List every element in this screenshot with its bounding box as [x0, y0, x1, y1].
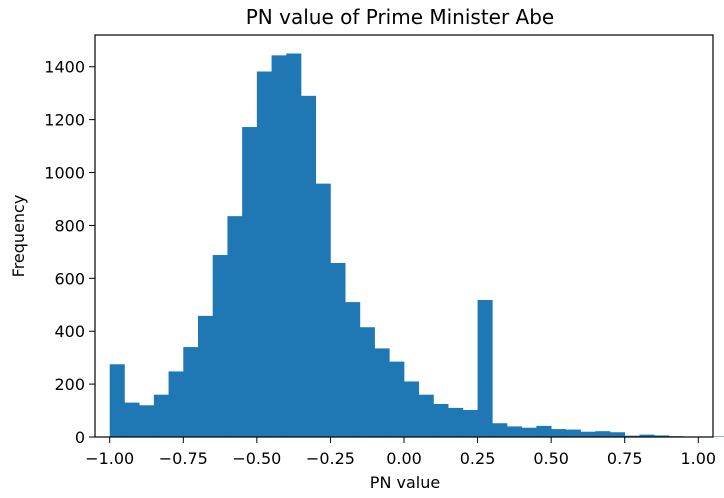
histogram-bar: [477, 300, 493, 437]
histogram-bar: [198, 315, 214, 437]
histogram-bar: [124, 402, 140, 437]
x-axis-label: PN value: [370, 473, 440, 492]
x-tick-label: 0.25: [460, 449, 496, 468]
histogram-bar: [242, 127, 258, 437]
histogram-bar: [139, 405, 155, 437]
histogram-bar: [227, 216, 243, 437]
x-tick-label: −0.25: [306, 449, 355, 468]
plot-frame: [94, 34, 714, 438]
histogram-bar: [624, 435, 640, 437]
y-ticks-layer: 0 200 400 600 800 1000 1200 1400: [44, 58, 95, 447]
histogram-bar: [153, 394, 169, 437]
histogram-bar: [301, 95, 317, 437]
histogram-bar: [345, 302, 361, 437]
histogram-bar: [168, 371, 184, 437]
y-tick-label: 600: [54, 269, 85, 288]
histogram-bar: [315, 183, 331, 437]
histogram-bar: [565, 429, 581, 437]
histogram-bar: [389, 361, 405, 438]
histogram-bar: [404, 381, 420, 437]
x-tick-label: −0.75: [159, 449, 208, 468]
histogram-bar: [433, 403, 449, 437]
bars-layer: [109, 53, 724, 438]
y-axis-label: Frequency: [9, 195, 28, 278]
histogram-bar: [536, 425, 552, 437]
histogram-bar: [359, 327, 375, 437]
histogram-bar: [713, 436, 724, 437]
histogram-bar: [286, 53, 302, 437]
y-tick-label: 1000: [44, 164, 85, 183]
x-tick-label: −1.00: [85, 449, 134, 468]
y-tick-label: 0: [75, 428, 85, 447]
histogram-bar: [330, 262, 346, 437]
histogram-bar: [507, 426, 523, 437]
histogram-bar: [580, 431, 596, 437]
y-tick-label: 800: [54, 216, 85, 235]
y-tick-label: 1200: [44, 111, 85, 130]
histogram-bar: [271, 55, 287, 438]
y-tick-label: 1400: [44, 58, 85, 77]
histogram-bar: [462, 410, 478, 437]
x-tick-label: 0.75: [607, 449, 643, 468]
y-tick-label: 400: [54, 322, 85, 341]
histogram-bar: [448, 407, 464, 437]
histogram-bar: [492, 423, 508, 437]
histogram-bar: [639, 434, 655, 437]
histogram-bar: [183, 347, 199, 437]
x-tick-label: 0.50: [533, 449, 569, 468]
chart-title: PN value of Prime Minister Abe: [246, 5, 555, 29]
histogram-bar: [610, 432, 626, 437]
y-tick-label: 200: [54, 375, 85, 394]
histogram-bar: [418, 394, 434, 437]
x-tick-label: −0.50: [232, 449, 281, 468]
histogram-bar: [212, 255, 228, 437]
histogram-bar: [256, 71, 272, 437]
histogram-bar: [654, 435, 670, 437]
x-tick-label: 1.00: [680, 449, 716, 468]
x-ticks-layer: −1.00 −0.75 −0.50 −0.25 0.00 0.25 0.50 0.75 1.00: [85, 437, 716, 468]
histogram-bar: [551, 429, 567, 437]
histogram-bar: [595, 431, 611, 437]
histogram-bar: [374, 348, 390, 437]
histogram-bar: [109, 364, 125, 437]
histogram-bar: [521, 427, 537, 437]
x-tick-label: 0.00: [386, 449, 422, 468]
